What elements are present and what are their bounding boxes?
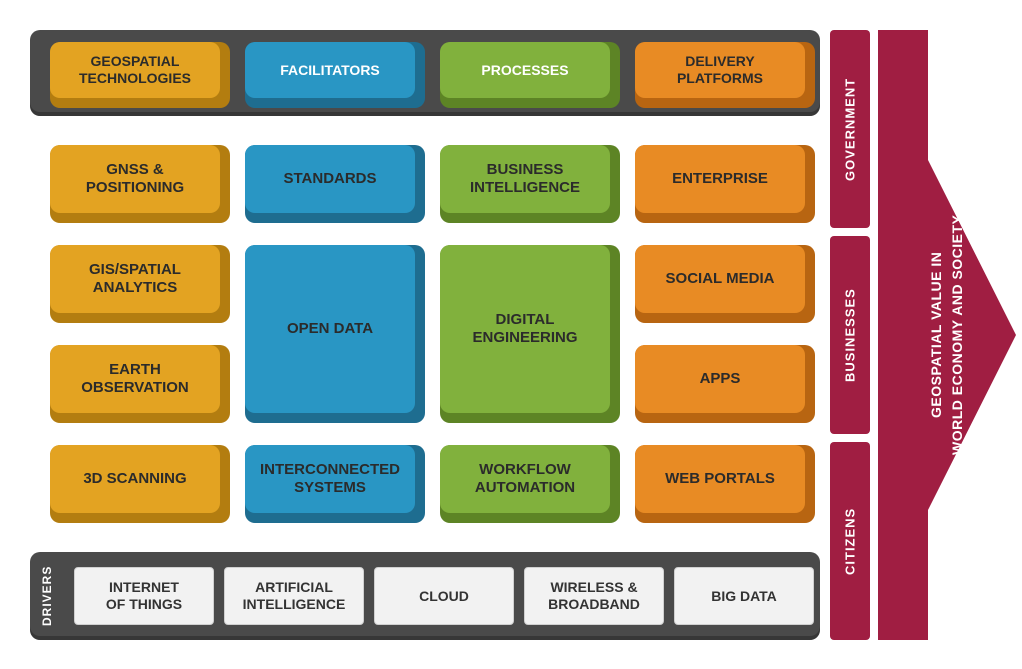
header-block-blue: FACILITATORS <box>245 42 425 108</box>
drivers-label: DRIVERS <box>30 552 64 640</box>
cell-delivery-r3: WEB PORTALS <box>635 445 815 523</box>
block-label: DIGITALENGINEERING <box>440 245 610 413</box>
block-label: BUSINESSINTELLIGENCE <box>440 145 610 213</box>
block-label: INTERCONNECTEDSYSTEMS <box>245 445 415 513</box>
cell-processes-r0: BUSINESSINTELLIGENCE <box>440 145 620 223</box>
value-arrow: GEOSPATIAL VALUE INWORLD ECONOMY AND SOC… <box>878 30 1016 640</box>
block-label: 3D SCANNING <box>50 445 220 513</box>
header-block-yellow: GEOSPATIALTECHNOLOGIES <box>50 42 230 108</box>
block-label: SOCIAL MEDIA <box>635 245 805 313</box>
block-label: PROCESSES <box>440 42 610 98</box>
driver-box-1: ARTIFICIALINTELLIGENCE <box>224 567 364 625</box>
stakeholder-government: GOVERNMENT <box>830 30 870 228</box>
cell-delivery-r0: ENTERPRISE <box>635 145 815 223</box>
block-label: GNSS &POSITIONING <box>50 145 220 213</box>
driver-box-4: BIG DATA <box>674 567 814 625</box>
driver-box-2: CLOUD <box>374 567 514 625</box>
cell-processes-r3: WORKFLOWAUTOMATION <box>440 445 620 523</box>
header-block-orange: DELIVERYPLATFORMS <box>635 42 815 108</box>
driver-box-0: INTERNETOF THINGS <box>74 567 214 625</box>
arrow-label: GEOSPATIAL VALUE INWORLD ECONOMY AND SOC… <box>878 30 1016 640</box>
cell-facilitators-r1: OPEN DATA <box>245 245 425 423</box>
block-label: GEOSPATIALTECHNOLOGIES <box>50 42 220 98</box>
block-label: APPS <box>635 345 805 413</box>
block-label: GIS/SPATIALANALYTICS <box>50 245 220 313</box>
cell-facilitators-r3: INTERCONNECTEDSYSTEMS <box>245 445 425 523</box>
cell-delivery-r2: APPS <box>635 345 815 423</box>
cell-delivery-r1: SOCIAL MEDIA <box>635 245 815 323</box>
block-label: WORKFLOWAUTOMATION <box>440 445 610 513</box>
cell-facilitators-r0: STANDARDS <box>245 145 425 223</box>
cell-geospatial-r1: GIS/SPATIALANALYTICS <box>50 245 230 323</box>
block-label: FACILITATORS <box>245 42 415 98</box>
block-label: STANDARDS <box>245 145 415 213</box>
header-block-green: PROCESSES <box>440 42 620 108</box>
stakeholder-column: GOVERNMENT BUSINESSES CITIZENS <box>830 30 870 640</box>
main-area: DRIVERS INTERNETOF THINGSARTIFICIALINTEL… <box>30 30 820 640</box>
stakeholder-businesses: BUSINESSES <box>830 236 870 434</box>
block-label: EARTHOBSERVATION <box>50 345 220 413</box>
cell-geospatial-r0: GNSS &POSITIONING <box>50 145 230 223</box>
cell-processes-r1: DIGITALENGINEERING <box>440 245 620 423</box>
driver-box-3: WIRELESS &BROADBAND <box>524 567 664 625</box>
drivers-bar: DRIVERS INTERNETOF THINGSARTIFICIALINTEL… <box>30 552 820 640</box>
block-label: WEB PORTALS <box>635 445 805 513</box>
cell-geospatial-r3: 3D SCANNING <box>50 445 230 523</box>
block-label: ENTERPRISE <box>635 145 805 213</box>
block-label: OPEN DATA <box>245 245 415 413</box>
block-label: DELIVERYPLATFORMS <box>635 42 805 98</box>
cell-geospatial-r2: EARTHOBSERVATION <box>50 345 230 423</box>
right-panel: GOVERNMENT BUSINESSES CITIZENS GEOSPATIAL … <box>830 30 1016 640</box>
stakeholder-citizens: CITIZENS <box>830 442 870 640</box>
